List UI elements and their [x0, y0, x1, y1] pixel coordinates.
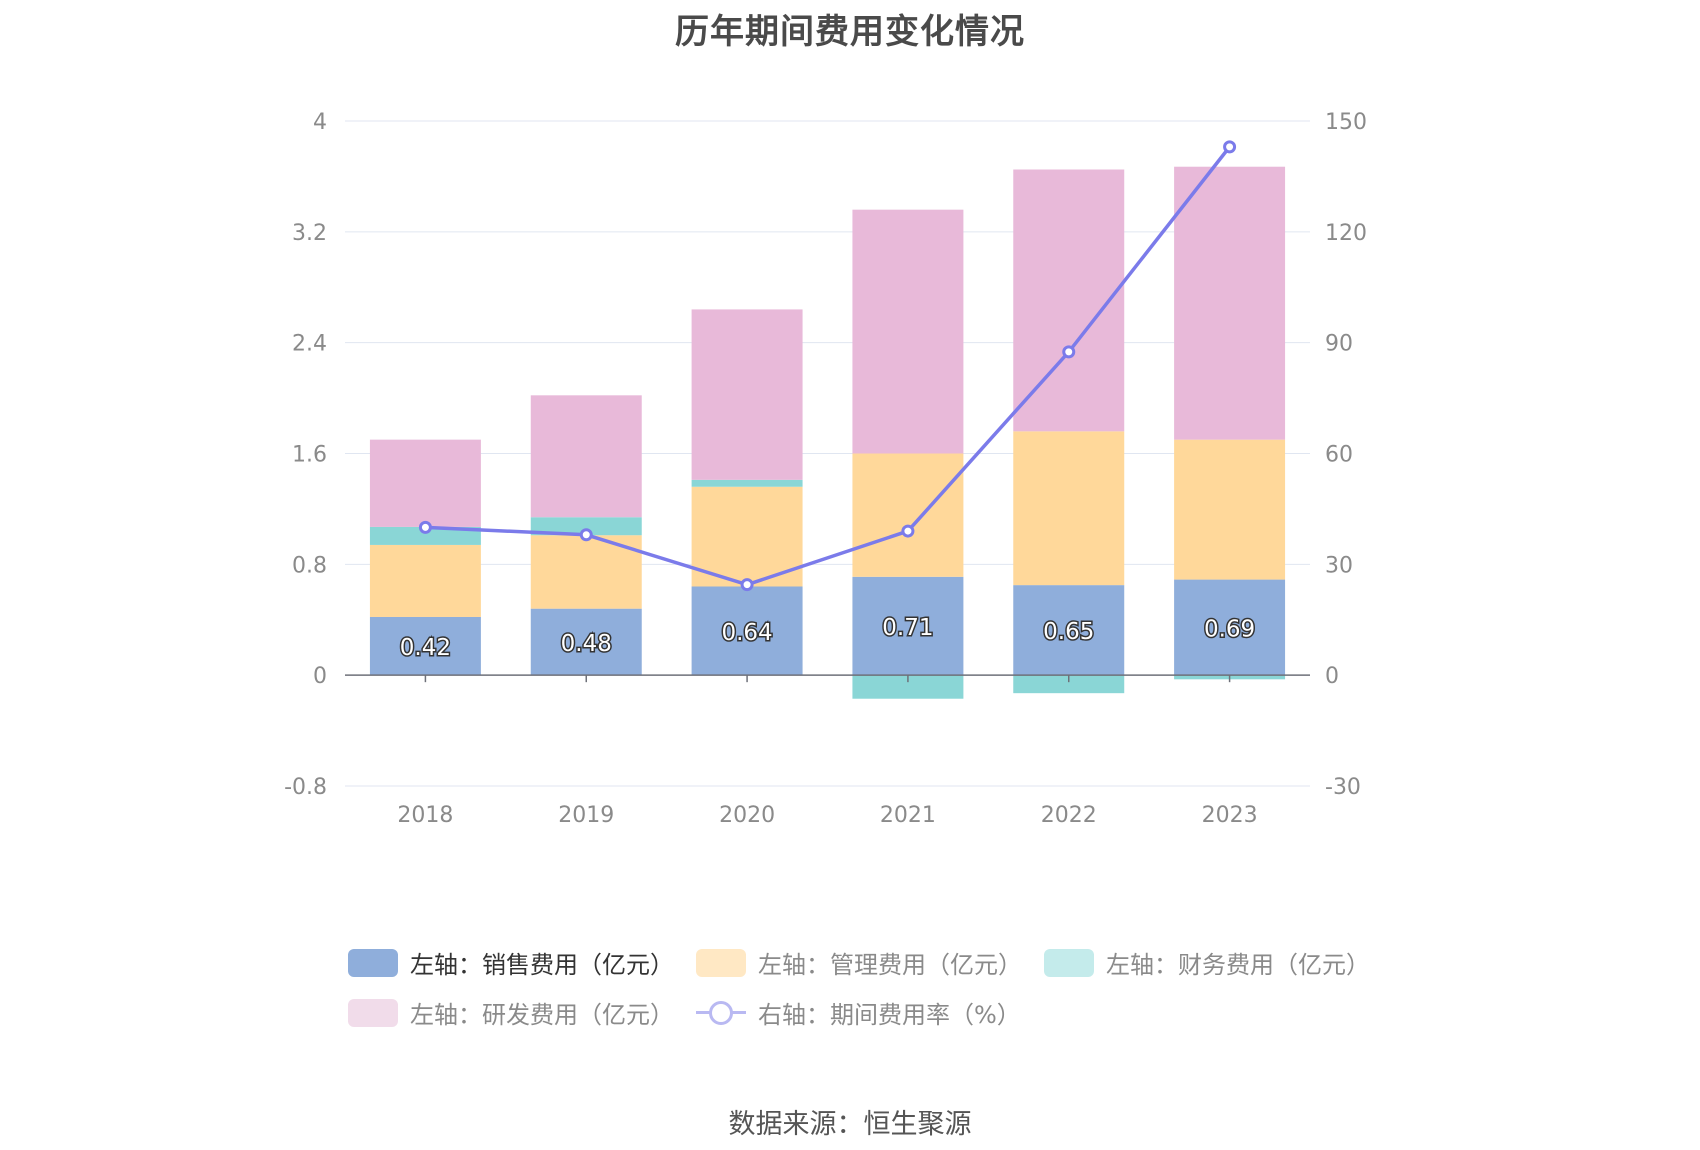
legend-item-expense-rate[interactable]: 右轴：期间费用率（%） [696, 995, 1021, 1030]
y-left-tick-label: 0 [313, 664, 327, 689]
chart-title: 历年期间费用变化情况 [675, 12, 1025, 52]
legend-swatch-sales [348, 948, 398, 977]
legend-swatch-admin [696, 948, 746, 977]
bar-segment [1013, 169, 1125, 432]
bar-segment [691, 309, 803, 480]
legend-label-expense-rate: 右轴：期间费用率（%） [758, 1001, 1021, 1029]
legend-swatch-rd [348, 998, 398, 1027]
y-right-tick-label: 30 [1325, 553, 1353, 578]
bar-segment [369, 526, 481, 545]
y-left-tick-label: 3.2 [292, 221, 327, 246]
y-left-tick-label: 4 [313, 110, 327, 135]
legend-item-rd[interactable]: 左轴：研发费用（亿元） [348, 995, 674, 1030]
y-left-tick-label: 0.8 [292, 553, 327, 578]
legend-item-admin[interactable]: 左轴：管理费用（亿元） [696, 945, 1022, 980]
expense-rate-point [418, 520, 432, 534]
y-left-tick-label: 2.4 [292, 332, 327, 357]
bar-segment [1174, 579, 1286, 676]
x-tick-label: 2021 [880, 803, 936, 828]
legend-swatch-finance [1044, 948, 1094, 977]
legend-label-admin: 左轴：管理费用（亿元） [758, 951, 1022, 979]
data-label: 0.65 [1043, 619, 1094, 645]
bar-segment [691, 486, 803, 587]
y-right-tick-label: 0 [1325, 664, 1339, 689]
data-label: 0.69 [1204, 616, 1255, 642]
expense-rate-line [425, 145, 1231, 587]
legend-item-finance[interactable]: 左轴：财务费用（亿元） [1044, 945, 1370, 980]
bar-segment [691, 479, 803, 487]
bar-segment [1174, 166, 1286, 440]
bar-segment [852, 576, 964, 676]
expense-rate-point [1062, 345, 1076, 359]
y-right-tick-label: 150 [1325, 110, 1367, 135]
bar-segment [1013, 585, 1125, 676]
y-right-tick-label: -30 [1325, 775, 1361, 800]
expense-rate-point [1223, 140, 1237, 154]
bar-segment [691, 586, 803, 676]
bar-segment [852, 675, 964, 699]
bar-segment [852, 209, 964, 454]
bar-segment [852, 453, 964, 577]
x-tick-label: 2018 [397, 803, 453, 828]
data-label: 0.64 [721, 620, 772, 646]
data-label: 0.71 [882, 615, 933, 641]
bar-segment [369, 544, 481, 617]
bar-segment [1013, 675, 1125, 694]
bar-segment [1174, 439, 1286, 580]
expense-rate-point [740, 578, 754, 592]
legend-line-icon [696, 999, 746, 1027]
y-right-tick-label: 120 [1325, 221, 1367, 246]
data-label: 0.48 [561, 631, 612, 657]
bar-segment [530, 517, 642, 536]
legend-label-finance: 左轴：财务费用（亿元） [1106, 951, 1370, 979]
bar-segment [369, 616, 481, 676]
x-tick-label: 2020 [719, 803, 775, 828]
bar-segment [369, 439, 481, 527]
data-label: 0.42 [400, 635, 451, 661]
x-tick-label: 2022 [1041, 803, 1097, 828]
bar-segment [1013, 431, 1125, 586]
legend-label-rd: 左轴：研发费用（亿元） [410, 1001, 674, 1029]
x-tick-label: 2019 [558, 803, 614, 828]
data-source: 数据来源：恒生聚源 [728, 1109, 972, 1140]
expense-rate-point [579, 528, 593, 542]
legend-label-sales: 左轴：销售费用（亿元） [410, 951, 674, 979]
y-right-tick-label: 90 [1325, 332, 1353, 357]
expense-rate-point [901, 524, 915, 538]
y-left-tick-label: 1.6 [292, 443, 327, 468]
bar-segment [530, 395, 642, 518]
x-tick-label: 2023 [1202, 803, 1258, 828]
bar-segment [530, 608, 642, 676]
y-left-tick-label: -0.8 [284, 775, 327, 800]
legend-item-sales[interactable]: 左轴：销售费用（亿元） [348, 945, 674, 980]
y-right-tick-label: 60 [1325, 443, 1353, 468]
